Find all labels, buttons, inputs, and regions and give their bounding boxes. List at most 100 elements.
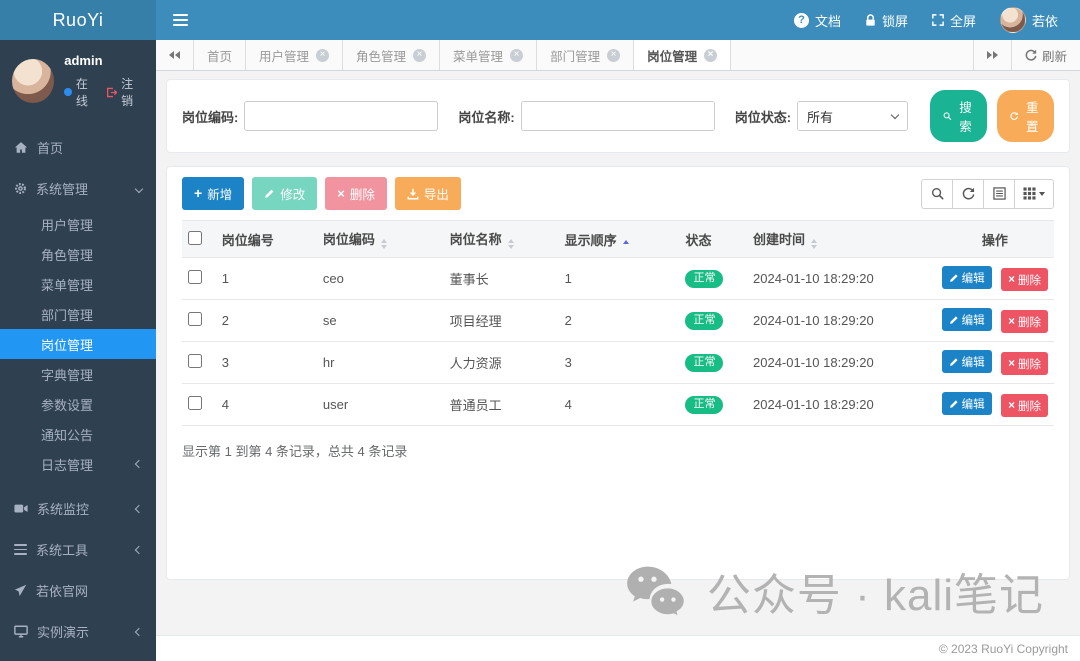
row-checkbox[interactable] [188,396,202,410]
cell-post-id: 4 [215,383,317,426]
desktop-icon [14,625,28,638]
col-post-id[interactable]: 岗位编号 [215,220,317,258]
main-content: 首页 用户管理 角色管理 菜单管理 部门管理 岗位管理 刷新 岗位编码: 岗位名… [156,40,1080,635]
paper-plane-icon [14,584,27,597]
row-edit-button[interactable]: 编辑 [941,350,992,373]
system-mgmt-submenu: 用户管理 角色管理 菜单管理 部门管理 岗位管理 字典管理 参数设置 通知公告 … [0,209,156,479]
logout-icon [106,87,118,97]
edit-pencil-icon [265,189,274,198]
logout-link[interactable]: 注销 [121,77,134,108]
tab-user-mgmt[interactable]: 用户管理 [246,40,344,70]
delete-button[interactable]: 删除 [325,177,387,210]
row-checkbox[interactable] [188,312,202,326]
sidebar-item-official-site[interactable]: 若依官网 [0,570,156,611]
double-left-arrow-icon [169,51,180,59]
sort-icon [380,239,387,249]
app-logo[interactable]: RuoYi [0,0,156,40]
modify-button[interactable]: 修改 [252,177,318,210]
tab-home[interactable]: 首页 [194,40,247,70]
fullscreen-button[interactable]: 全屏 [920,0,988,40]
docs-link[interactable]: 文档 [782,0,853,40]
row-delete-button[interactable]: 删除 [1001,268,1048,291]
row-edit-button[interactable]: 编辑 [941,392,992,415]
cell-display-order: 3 [558,341,680,384]
sidebar-item-notice[interactable]: 通知公告 [41,427,94,443]
sidebar-item-system-monitor[interactable]: 系统监控 [0,488,156,529]
status-badge: 正常 [685,269,724,288]
tab-close-icon[interactable] [510,48,524,62]
home-icon [14,142,28,153]
tab-close-icon[interactable] [607,48,621,62]
row-checkbox[interactable] [188,270,202,284]
sort-icon [811,239,818,249]
sidebar-menu: 首页 系统管理 用户管理 角色管理 菜单管理 部门管理 岗位管理 字典管理 参数… [0,127,156,652]
post-name-input[interactable] [520,101,715,131]
tabs-scroll-right-button[interactable] [972,40,1011,70]
row-checkbox[interactable] [188,354,202,368]
cell-post-code: ceo [316,257,444,300]
row-delete-button[interactable]: 删除 [1001,394,1048,417]
sidebar-item-role-mgmt[interactable]: 角色管理 [41,247,94,263]
table-row: 4 user 普通员工 4 正常 2024-01-10 18:29:20 编辑 … [182,383,1054,426]
user-avatar [999,7,1026,33]
row-delete-button[interactable]: 删除 [1001,352,1048,375]
tab-dept-mgmt[interactable]: 部门管理 [537,40,635,70]
edit-pencil-icon [949,357,958,366]
refresh-table-button[interactable] [952,178,984,209]
status-badge: 正常 [685,353,724,372]
refresh-icon [1010,112,1019,120]
grid-icon [1023,187,1036,200]
sidebar-toggle-button[interactable] [156,0,204,40]
profile-name: admin [64,53,103,68]
toggle-search-button[interactable] [921,178,953,209]
lock-screen-button[interactable]: 锁屏 [853,0,920,40]
columns-dropdown-button[interactable] [1014,178,1054,209]
row-edit-button[interactable]: 编辑 [941,266,992,289]
tab-refresh-button[interactable]: 刷新 [1010,40,1080,70]
chevron-down-icon [134,184,144,193]
profile-avatar [12,59,55,103]
tab-menu-mgmt[interactable]: 菜单管理 [440,40,538,70]
post-status-select[interactable]: 所有 [797,101,909,131]
sidebar-item-post-mgmt[interactable]: 岗位管理 [0,329,156,359]
col-create-time[interactable]: 创建时间 [747,220,936,258]
post-code-input[interactable] [244,101,439,131]
sidebar-item-log-mgmt[interactable]: 日志管理 [0,449,156,479]
col-status: 状态 [679,220,747,258]
sidebar-item-user-mgmt[interactable]: 用户管理 [41,217,94,233]
edit-pencil-icon [949,273,958,282]
top-right-nav: 文档 锁屏 全屏 若依 [782,0,1080,40]
chevron-down-icon [891,110,900,120]
search-button[interactable]: 搜索 [930,90,988,142]
tab-role-mgmt[interactable]: 角色管理 [343,40,441,70]
sidebar-item-demo[interactable]: 实例演示 [0,611,156,652]
sidebar-item-system-mgmt[interactable]: 系统管理 [0,168,156,209]
tab-close-icon[interactable] [413,48,427,62]
sort-icon [507,239,514,249]
reset-button[interactable]: 重置 [997,90,1054,142]
search-form: 岗位编码: 岗位名称: 岗位状态: 所有 搜索 重置 [166,79,1070,153]
video-camera-icon [14,504,28,513]
row-delete-button[interactable]: 删除 [1001,310,1048,333]
sidebar-item-menu-mgmt[interactable]: 菜单管理 [41,277,94,293]
col-post-name[interactable]: 岗位名称 [443,220,559,258]
sidebar-item-dept-mgmt[interactable]: 部门管理 [41,307,94,323]
sidebar-item-param-settings[interactable]: 参数设置 [41,397,94,413]
col-post-code[interactable]: 岗位编码 [316,220,444,258]
row-edit-button[interactable]: 编辑 [941,308,992,331]
tab-post-mgmt[interactable]: 岗位管理 [634,40,732,70]
user-menu[interactable]: 若依 [988,0,1070,40]
tab-close-icon[interactable] [316,48,330,62]
sidebar-item-home[interactable]: 首页 [0,127,156,168]
export-button[interactable]: 导出 [394,177,461,210]
select-all-checkbox[interactable] [188,230,202,245]
col-display-order[interactable]: 显示顺序 [558,220,680,258]
cell-post-name: 人力资源 [443,341,559,384]
sidebar-item-system-tools[interactable]: 系统工具 [0,529,156,570]
add-button[interactable]: 新增 [182,177,245,210]
tabs-scroll-left-button[interactable] [156,40,194,70]
tab-close-icon[interactable] [704,48,718,62]
sidebar-item-dict-mgmt[interactable]: 字典管理 [41,367,94,383]
table-toolbar: 新增 修改 删除 导出 [182,177,1054,210]
card-view-button[interactable] [983,178,1015,209]
